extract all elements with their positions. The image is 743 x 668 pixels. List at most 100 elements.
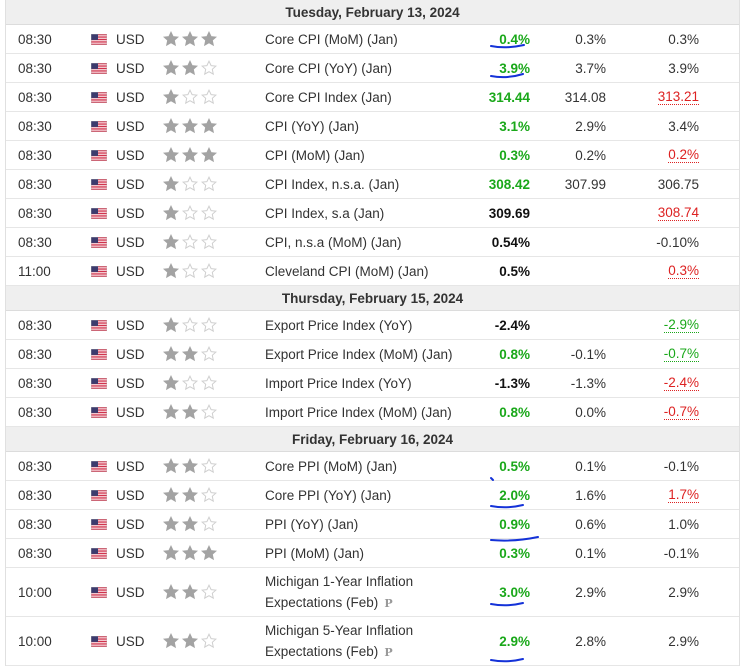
event-currency: USD <box>116 458 145 474</box>
us-flag-icon <box>91 489 107 501</box>
event-row[interactable]: 08:30 USD CPI, n.s.a (MoM) (Jan) 0.54% -0.10… <box>6 228 739 257</box>
event-row[interactable]: 08:30 USD CPI Index, s.a (Jan) 309.69 308.74 <box>6 199 739 228</box>
star-empty-icon <box>201 346 217 362</box>
event-previous: -0.7% <box>663 340 699 368</box>
star-filled-icon <box>163 375 179 391</box>
previous-revised-value[interactable]: 0.2% <box>668 147 699 163</box>
event-forecast: 307.99 <box>564 176 606 192</box>
event-name[interactable]: Michigan 5-Year Inflation Expectations (F… <box>265 617 413 665</box>
event-name[interactable]: PPI (MoM) (Jan) <box>265 545 365 561</box>
day-date: Tuesday, February 13, 2024 <box>285 4 460 20</box>
event-time: 10:00 <box>18 584 52 600</box>
star-empty-icon <box>201 89 217 105</box>
previous-revised-value[interactable]: -2.9% <box>663 317 699 333</box>
flag-cell <box>91 568 107 616</box>
flag-cell <box>91 452 107 480</box>
event-row[interactable]: 08:30 USD PPI (MoM) (Jan) 0.3% 0.1% -0.1% <box>6 539 739 568</box>
event-row[interactable]: 11:00 USD Cleveland CPI (MoM) (Jan) 0.5% 0.3… <box>6 257 739 286</box>
event-name[interactable]: CPI Index, s.a (Jan) <box>265 205 385 221</box>
event-name[interactable]: Core PPI (MoM) (Jan) <box>265 458 398 474</box>
event-currency: USD <box>116 263 145 279</box>
event-name[interactable]: CPI Index, n.s.a. (Jan) <box>265 176 400 192</box>
previous-revised-value[interactable]: 313.21 <box>657 89 699 105</box>
us-flag-icon <box>91 319 107 331</box>
star-filled-icon <box>182 118 198 134</box>
event-row[interactable]: 08:30 USD Import Price Index (YoY) -1.3% -1.… <box>6 369 739 398</box>
flag-cell <box>91 257 107 285</box>
event-row[interactable]: 08:30 USD Export Price Index (MoM) (Jan) 0.… <box>6 340 739 369</box>
event-previous: 1.7% <box>668 481 699 509</box>
star-filled-icon <box>163 545 179 561</box>
event-row[interactable]: 10:00 USD Michigan 5-Year Inflation Expecta… <box>6 617 739 666</box>
event-time: 08:30 <box>18 205 52 221</box>
event-name-line1: Michigan 1-Year Inflation <box>265 573 414 589</box>
event-row[interactable]: 08:30 USD CPI Index, n.s.a. (Jan) 308.42 307… <box>6 170 739 199</box>
event-name[interactable]: CPI, n.s.a (MoM) (Jan) <box>265 234 402 250</box>
event-name[interactable]: CPI (YoY) (Jan) <box>265 118 360 134</box>
event-previous: -0.10% <box>656 234 699 250</box>
event-name[interactable]: Export Price Index (MoM) (Jan) <box>265 346 453 362</box>
event-row[interactable]: 08:30 USD Core CPI (YoY) (Jan) 3.9% 3.7% 3.9% <box>6 54 739 83</box>
event-name[interactable]: Import Price Index (MoM) (Jan) <box>265 404 452 420</box>
economic-calendar: Tuesday, February 13, 2024 08:30 USD Core C… <box>5 0 740 666</box>
event-forecast: 2.9% <box>575 118 606 134</box>
event-time: 08:30 <box>18 317 52 333</box>
event-currency: USD <box>116 545 145 561</box>
event-name[interactable]: Core CPI Index (Jan) <box>265 89 392 105</box>
event-currency: USD <box>116 584 145 600</box>
event-name[interactable]: Michigan 1-Year Inflation Expectations (F… <box>265 568 413 616</box>
flag-cell <box>91 369 107 397</box>
event-name[interactable]: Core CPI (MoM) (Jan) <box>265 31 398 47</box>
event-forecast: 0.1% <box>575 545 606 561</box>
previous-revised-value[interactable]: -0.7% <box>663 346 699 362</box>
importance-stars <box>163 568 217 616</box>
importance-stars <box>163 481 217 509</box>
event-row[interactable]: 08:30 USD Core CPI Index (Jan) 314.44 314.08… <box>6 83 739 112</box>
event-row[interactable]: 08:30 USD CPI (YoY) (Jan) 3.1% 2.9% 3.4% <box>6 112 739 141</box>
previous-revised-value[interactable]: -2.4% <box>663 375 699 391</box>
event-row[interactable]: 08:30 USD Core PPI (YoY) (Jan) 2.0% 1.6% 1.7% <box>6 481 739 510</box>
event-row[interactable]: 08:30 USD Core PPI (MoM) (Jan) 0.5% 0.1% -0.1… <box>6 452 739 481</box>
us-flag-icon <box>91 120 107 132</box>
importance-stars <box>163 539 217 567</box>
star-empty-icon <box>182 176 198 192</box>
event-row[interactable]: 08:30 USD CPI (MoM) (Jan) 0.3% 0.2% 0.2% <box>6 141 739 170</box>
day-header: Thursday, February 15, 2024 <box>6 286 739 311</box>
us-flag-icon <box>91 518 107 530</box>
star-filled-icon <box>163 118 179 134</box>
event-row[interactable]: 10:00 USD Michigan 1-Year Inflation Expecta… <box>6 568 739 617</box>
event-name[interactable]: Core PPI (YoY) (Jan) <box>265 487 392 503</box>
event-forecast: 2.9% <box>575 584 606 600</box>
previous-revised-value[interactable]: 308.74 <box>657 205 699 221</box>
event-name[interactable]: Core CPI (YoY) (Jan) <box>265 60 393 76</box>
event-name[interactable]: PPI (YoY) (Jan) <box>265 516 359 532</box>
event-previous: 1.0% <box>668 516 699 532</box>
star-empty-icon <box>201 234 217 250</box>
event-name[interactable]: Cleveland CPI (MoM) (Jan) <box>265 263 429 279</box>
event-forecast: 0.3% <box>575 31 606 47</box>
event-name-line2: Expectations (Feb) <box>265 594 379 610</box>
previous-revised-value[interactable]: -0.7% <box>663 404 699 420</box>
event-actual: 309.69 <box>488 205 530 221</box>
event-row[interactable]: 08:30 USD Export Price Index (YoY) -2.4% -2.… <box>6 311 739 340</box>
event-name[interactable]: CPI (MoM) (Jan) <box>265 147 365 163</box>
event-name[interactable]: Import Price Index (YoY) <box>265 375 412 391</box>
event-row[interactable]: 08:30 USD Core CPI (MoM) (Jan) 0.4% 0.3% 0.3% <box>6 25 739 54</box>
importance-stars <box>163 398 217 426</box>
star-filled-icon <box>163 263 179 279</box>
event-row[interactable]: 08:30 USD PPI (YoY) (Jan) 0.9% 0.6% 1.0% <box>6 510 739 539</box>
event-row[interactable]: 08:30 USD Import Price Index (MoM) (Jan) 0.… <box>6 398 739 427</box>
preliminary-p-icon: P <box>384 596 393 610</box>
previous-revised-value[interactable]: 1.7% <box>668 487 699 503</box>
star-empty-icon <box>201 205 217 221</box>
event-name-line2: Expectations (Feb) <box>265 643 379 659</box>
importance-stars <box>163 141 217 169</box>
star-filled-icon <box>163 317 179 333</box>
day-date: Thursday, February 15, 2024 <box>281 290 464 306</box>
us-flag-icon <box>91 236 107 248</box>
star-filled-icon <box>182 584 198 600</box>
importance-stars <box>163 228 217 256</box>
previous-revised-value[interactable]: 0.3% <box>668 263 699 279</box>
event-name[interactable]: Export Price Index (YoY) <box>265 317 413 333</box>
flag-cell <box>91 170 107 198</box>
